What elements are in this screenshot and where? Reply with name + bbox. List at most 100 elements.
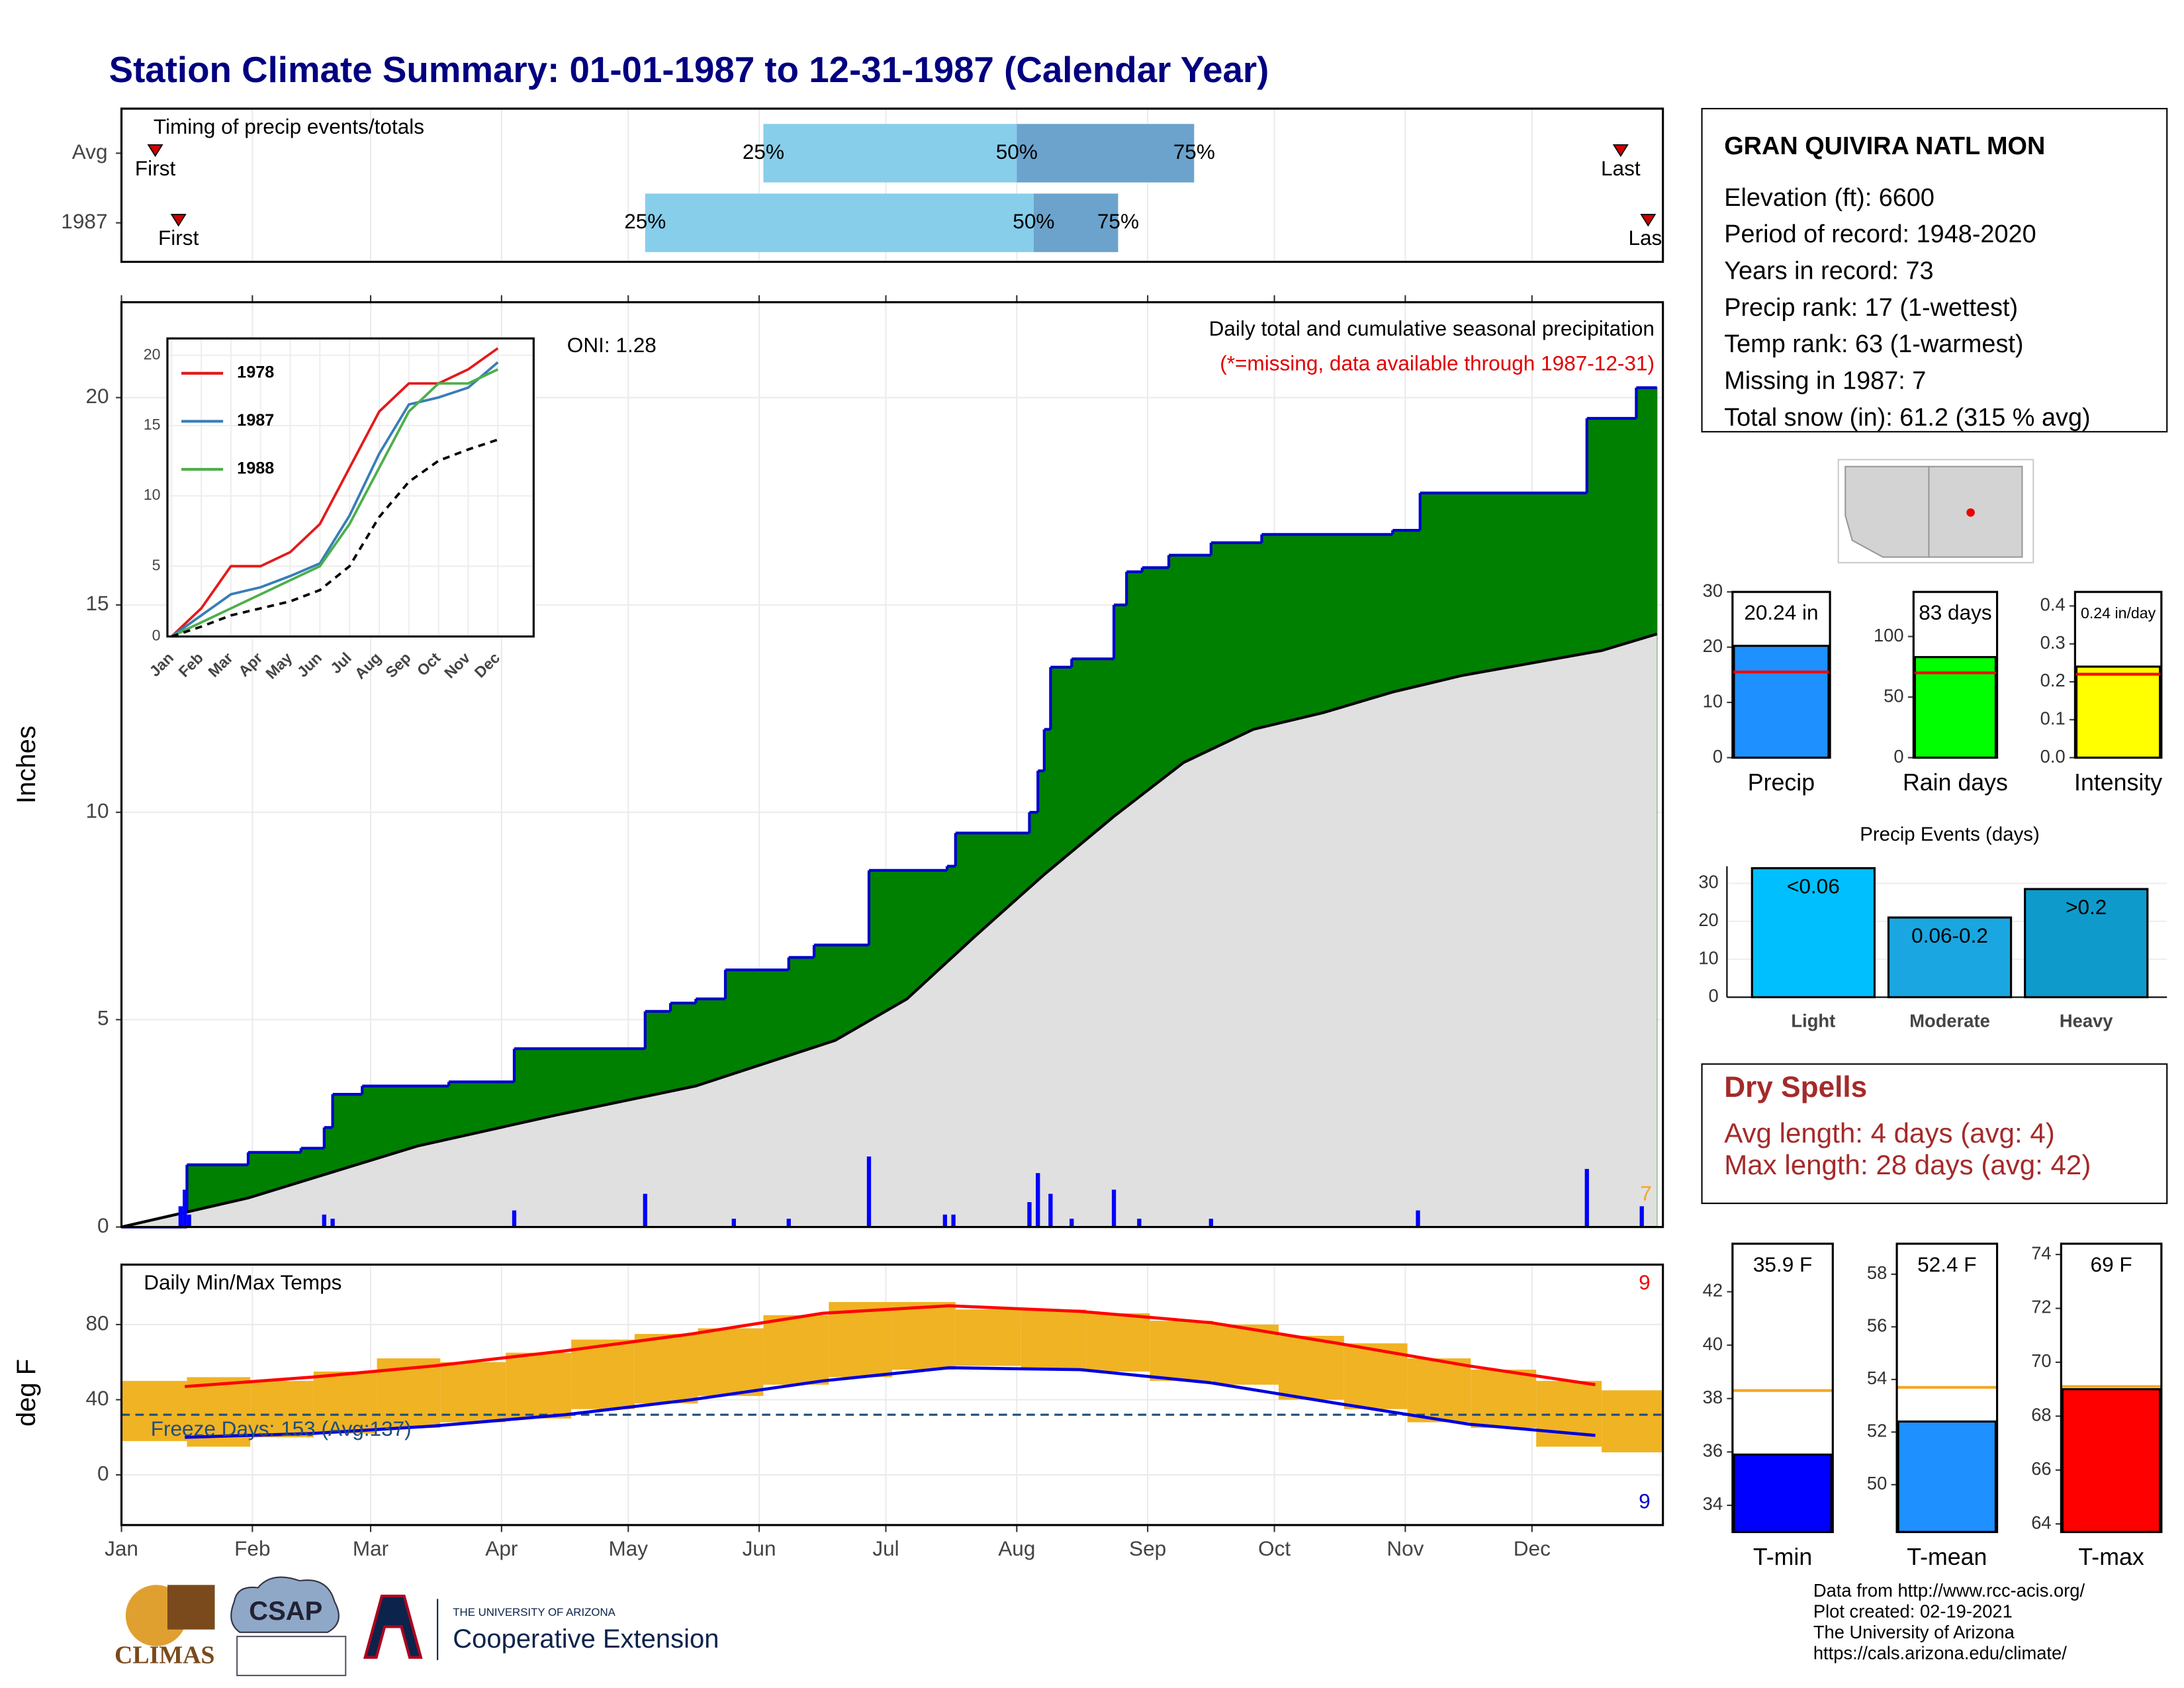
dry-spell-box [1701,1063,2168,1204]
quartile-bar [1033,193,1118,252]
threshold-label: 0.06-0.2 [1911,923,1988,947]
category-label: T-min [1753,1544,1812,1570]
x-tick-label: Light [1791,1011,1835,1031]
plot-frame [166,337,535,638]
chart-title: Precip Events (days) [1860,823,2040,845]
y-tick-label: 66 [2031,1458,2051,1479]
station-name: GRAN QUIVIRA NATL MON [1724,132,2045,160]
x-tick-label: Mar [353,1536,388,1560]
row-label: Avg [72,140,108,164]
quartile-bar [645,193,1034,252]
y-tick-label: 40 [86,1386,109,1410]
x-tick-label: Sep [1129,1536,1166,1560]
daily-precip-bar [1069,1219,1074,1227]
y-tick-label: 0.0 [2040,746,2066,767]
y-tick-label: 0 [1893,746,1903,767]
plot-frame [120,301,1664,1229]
y-tick-label: 5 [152,556,161,573]
daily-precip-bar [187,1214,191,1227]
station-info-line: Total snow (in): 61.2 (315 % avg) [1724,404,2090,432]
summary-bar [2075,665,2161,759]
y-tick-label: 72 [2031,1297,2051,1317]
daily-precip-bar [322,1214,326,1227]
marker-label: First [135,156,176,180]
footer-line: Data from http://www.rcc-acis.org/ [1813,1580,2085,1601]
y-tick-label: 20 [86,384,109,408]
threshold-label: >0.2 [2066,895,2107,919]
logo-text: Cooperative Extension [453,1624,719,1654]
daily-precip-bar [1639,1206,1644,1227]
logo-text: CSAP [249,1597,322,1626]
daily-precip-bar [178,1206,183,1227]
missing-count: 7 [1640,1182,1652,1205]
plot-frame [2073,590,2163,759]
record-low-count: 9 [1639,1489,1651,1513]
plot-frame [120,1263,1664,1526]
normal-temp-line [185,1304,1596,1388]
y-tick-label: 20 [1703,635,1723,656]
value-label: 20.24 in [1744,600,1818,624]
series-line [171,361,499,638]
record-high-count: 9 [1639,1270,1651,1294]
percentile-label: 25% [624,209,666,233]
normal-line [121,632,1658,1229]
plot-frame [2060,1243,2163,1533]
legend-label: 1987 [237,411,274,430]
value-label: 52.4 F [1917,1252,1976,1276]
daily-temp-range [250,1381,314,1438]
x-tick-label: Nov [1387,1536,1424,1560]
y-tick-label: 0.3 [2040,632,2066,653]
daily-temp-range [1021,1309,1087,1370]
event-marker [170,214,187,227]
x-tick-label: Jul [872,1536,899,1560]
daily-temp-range [634,1334,698,1404]
daily-precip-bar [1208,1219,1214,1227]
logo-text: THE UNIVERSITY OF ARIZONA [453,1606,615,1618]
x-tick-label: Feb [234,1536,270,1560]
daily-precip-bar [1036,1173,1040,1227]
value-label: 35.9 F [1753,1252,1812,1276]
daily-temp-range [313,1371,377,1434]
footer-line: The University of Arizona [1813,1622,2015,1642]
bar [1887,916,2013,999]
plot-frame [1731,590,1831,759]
y-tick-label: 52 [1867,1421,1887,1441]
x-tick-label: Oct [1258,1536,1291,1560]
y-tick-label: 20 [1698,910,1718,930]
inset-bg [167,338,534,637]
percentile-label: 50% [1013,209,1054,233]
daily-temp-range [1407,1358,1471,1423]
y-tick-label: 80 [86,1311,109,1335]
percentile-label: 50% [996,140,1038,164]
y-tick-label: 40 [1703,1333,1723,1354]
y-tick-label: 10 [1703,690,1723,711]
quartile-bar [763,124,1017,183]
y-tick-label: 20 [144,346,161,363]
x-tick-label: May [608,1536,648,1560]
y-tick-label: 50 [1867,1473,1887,1493]
value-label: 83 days [1919,600,1992,624]
legend-label: 1988 [237,459,274,478]
y-tick-label: 68 [2031,1405,2051,1425]
daily-temp-range [1150,1321,1214,1382]
y-tick-label: 0 [152,627,161,644]
quartile-bar [1017,124,1195,183]
y-tick-label: 0 [1709,986,1719,1006]
x-tick-label: Heavy [2060,1011,2113,1031]
panel-title: Daily Min/Max Temps [144,1270,341,1294]
plot-frame [120,107,1664,263]
location-map [1837,459,2034,564]
daily-temp-range [763,1315,829,1385]
y-tick-label: 10 [86,798,109,822]
daily-precip-bar [1027,1202,1032,1227]
annotation: Daily total and cumulative seasonal prec… [1209,316,1655,340]
daily-precip-bar [330,1219,335,1227]
event-marker [1640,214,1657,227]
station-info-line: Period of record: 1948-2020 [1724,220,2036,248]
oni-label: ONI: 1.28 [567,333,657,357]
summary-bar [1733,1453,1833,1533]
y-tick-label: 0 [1713,746,1723,767]
plot-frame [1895,1243,1999,1533]
footer-line: Plot created: 02-19-2021 [1813,1601,2013,1622]
info-box [1701,108,2168,433]
